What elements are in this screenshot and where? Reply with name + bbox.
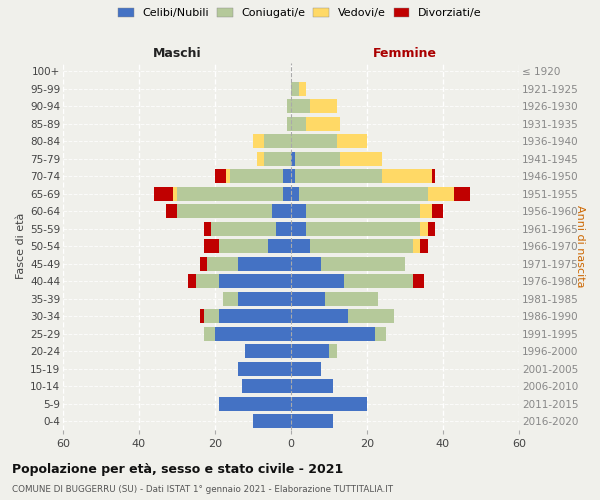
Bar — [283, 170, 291, 183]
Text: Popolazione per età, sesso e stato civile - 2021: Popolazione per età, sesso e stato civil… — [12, 462, 343, 475]
Bar — [295, 152, 340, 166]
Bar — [329, 344, 337, 358]
Bar — [291, 257, 322, 270]
Bar — [348, 310, 394, 323]
Bar — [173, 187, 177, 200]
Text: Maschi: Maschi — [152, 47, 202, 60]
Bar — [188, 274, 196, 288]
Bar — [291, 100, 310, 113]
Bar — [431, 170, 436, 183]
Bar — [265, 134, 291, 148]
Y-axis label: Fasce di età: Fasce di età — [16, 213, 26, 280]
Bar — [272, 204, 291, 218]
Bar — [291, 170, 295, 183]
Bar — [242, 380, 291, 393]
Bar — [268, 240, 291, 253]
Bar — [322, 257, 405, 270]
Bar — [203, 222, 211, 235]
Bar — [291, 362, 322, 376]
Bar — [344, 274, 413, 288]
Bar — [374, 327, 386, 340]
Bar — [299, 82, 306, 96]
Bar — [223, 292, 238, 306]
Bar — [287, 117, 291, 130]
Bar — [230, 170, 283, 183]
Bar — [291, 240, 310, 253]
Bar — [177, 204, 272, 218]
Bar — [291, 292, 325, 306]
Bar — [177, 187, 283, 200]
Bar — [295, 170, 382, 183]
Bar — [291, 204, 306, 218]
Legend: Celibi/Nubili, Coniugati/e, Vedovi/e, Divorziati/e: Celibi/Nubili, Coniugati/e, Vedovi/e, Di… — [116, 6, 484, 20]
Bar — [291, 82, 299, 96]
Bar — [291, 187, 299, 200]
Bar — [337, 134, 367, 148]
Bar — [310, 240, 413, 253]
Bar — [291, 344, 329, 358]
Bar — [291, 327, 374, 340]
Bar — [420, 240, 428, 253]
Bar — [306, 222, 420, 235]
Bar — [291, 134, 337, 148]
Y-axis label: Anni di nascita: Anni di nascita — [575, 205, 586, 288]
Bar — [431, 204, 443, 218]
Bar — [413, 274, 424, 288]
Bar — [253, 414, 291, 428]
Bar — [203, 310, 219, 323]
Bar — [310, 100, 337, 113]
Bar — [265, 152, 291, 166]
Bar — [238, 257, 291, 270]
Bar — [226, 170, 230, 183]
Bar — [215, 327, 291, 340]
Bar — [257, 152, 265, 166]
Bar — [291, 152, 295, 166]
Bar — [382, 170, 431, 183]
Bar — [238, 362, 291, 376]
Bar — [291, 117, 306, 130]
Bar — [215, 170, 226, 183]
Bar — [413, 240, 420, 253]
Bar — [291, 397, 367, 410]
Bar — [291, 414, 333, 428]
Bar — [428, 222, 436, 235]
Bar — [299, 187, 428, 200]
Bar — [238, 292, 291, 306]
Bar — [154, 187, 173, 200]
Bar — [306, 204, 420, 218]
Bar — [420, 204, 431, 218]
Bar — [291, 274, 344, 288]
Bar — [219, 397, 291, 410]
Bar — [203, 327, 215, 340]
Bar — [287, 100, 291, 113]
Bar — [196, 274, 219, 288]
Bar — [283, 187, 291, 200]
Bar — [219, 274, 291, 288]
Bar — [253, 134, 265, 148]
Bar — [276, 222, 291, 235]
Bar — [200, 310, 203, 323]
Bar — [291, 222, 306, 235]
Bar — [325, 292, 379, 306]
Bar — [208, 257, 238, 270]
Text: Femmine: Femmine — [373, 47, 437, 60]
Bar — [420, 222, 428, 235]
Bar — [306, 117, 340, 130]
Text: COMUNE DI BUGGERRU (SU) - Dati ISTAT 1° gennaio 2021 - Elaborazione TUTTITALIA.I: COMUNE DI BUGGERRU (SU) - Dati ISTAT 1° … — [12, 485, 393, 494]
Bar — [454, 187, 470, 200]
Bar — [211, 222, 276, 235]
Bar — [219, 240, 268, 253]
Bar — [291, 380, 333, 393]
Bar — [200, 257, 208, 270]
Bar — [166, 204, 177, 218]
Bar — [428, 187, 454, 200]
Bar — [291, 310, 348, 323]
Bar — [203, 240, 219, 253]
Bar — [340, 152, 382, 166]
Bar — [245, 344, 291, 358]
Bar — [219, 310, 291, 323]
